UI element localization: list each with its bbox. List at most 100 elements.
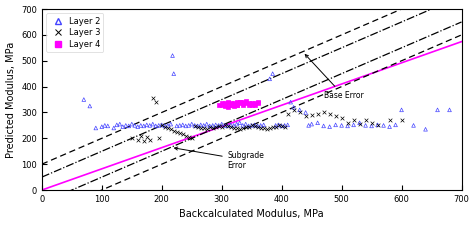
Point: [227, 103, 235, 106]
Point: [332, 123, 340, 127]
Y-axis label: Predicted Modulus, MPa: Predicted Modulus, MPa: [6, 41, 16, 158]
Point: [245, 124, 253, 128]
Point: [281, 124, 288, 127]
Legend: Layer 2, Layer 3, Layer 4: Layer 2, Layer 3, Layer 4: [46, 13, 104, 52]
Point: [170, 72, 178, 76]
Point: [284, 112, 292, 116]
Point: [338, 116, 345, 119]
Point: [122, 124, 130, 127]
Point: [224, 102, 231, 105]
Point: [227, 125, 235, 128]
Point: [169, 54, 176, 57]
Point: [251, 123, 258, 127]
Point: [221, 102, 228, 105]
Point: [167, 122, 174, 126]
Point: [158, 123, 166, 127]
Point: [332, 115, 340, 118]
Point: [191, 124, 199, 128]
Point: [221, 104, 228, 108]
Point: [236, 100, 244, 104]
Point: [233, 103, 240, 106]
Point: [278, 124, 285, 128]
Text: Subgrade
Error: Subgrade Error: [174, 147, 265, 170]
Point: [131, 124, 139, 127]
Point: [140, 124, 148, 128]
Point: [263, 128, 270, 131]
Point: [308, 122, 315, 126]
Point: [239, 102, 247, 105]
Point: [155, 124, 162, 127]
Point: [257, 124, 265, 127]
Point: [236, 128, 244, 131]
Point: [230, 124, 238, 127]
Point: [254, 124, 261, 128]
Point: [224, 124, 231, 128]
Point: [92, 126, 100, 130]
Point: [386, 118, 393, 122]
Point: [239, 100, 247, 104]
Point: [392, 123, 399, 127]
Point: [380, 124, 388, 127]
Point: [80, 98, 87, 101]
Point: [86, 104, 94, 108]
Point: [212, 123, 219, 127]
Point: [224, 106, 231, 109]
Point: [257, 126, 265, 130]
Point: [230, 103, 238, 106]
Point: [266, 77, 274, 81]
Point: [248, 124, 256, 127]
Point: [287, 100, 294, 104]
Point: [149, 97, 157, 100]
Point: [239, 124, 247, 127]
Point: [374, 124, 381, 127]
Point: [344, 121, 352, 125]
Point: [230, 102, 238, 105]
Point: [290, 106, 297, 109]
Point: [272, 125, 279, 128]
Point: [215, 103, 222, 106]
Point: [296, 111, 304, 114]
Point: [230, 104, 238, 108]
Point: [260, 123, 267, 127]
Point: [236, 121, 244, 125]
Point: [140, 139, 148, 143]
Point: [128, 122, 135, 126]
Point: [173, 130, 180, 134]
Point: [245, 103, 253, 106]
Point: [326, 112, 333, 116]
Point: [104, 124, 112, 128]
Point: [218, 122, 226, 126]
Point: [230, 126, 238, 130]
Point: [128, 137, 135, 140]
Point: [227, 102, 235, 105]
Point: [251, 102, 258, 105]
Point: [314, 121, 322, 125]
Point: [98, 125, 105, 128]
Point: [320, 124, 327, 128]
Point: [308, 113, 315, 117]
Point: [197, 126, 205, 130]
Point: [101, 124, 109, 127]
Point: [362, 118, 370, 122]
Point: [137, 124, 144, 127]
Point: [248, 124, 256, 127]
Point: [434, 108, 441, 112]
Point: [245, 125, 253, 128]
Point: [233, 127, 240, 130]
Point: [248, 103, 256, 106]
Point: [410, 124, 418, 127]
Point: [251, 124, 258, 128]
Point: [155, 137, 162, 140]
Point: [356, 122, 363, 126]
Point: [275, 124, 283, 127]
Point: [227, 103, 235, 106]
Point: [320, 111, 327, 114]
Point: [209, 126, 217, 130]
Point: [305, 124, 313, 127]
Point: [242, 99, 249, 103]
Point: [200, 124, 208, 127]
Point: [194, 124, 201, 128]
Point: [260, 127, 267, 130]
Point: [245, 102, 253, 105]
Point: [296, 108, 304, 112]
